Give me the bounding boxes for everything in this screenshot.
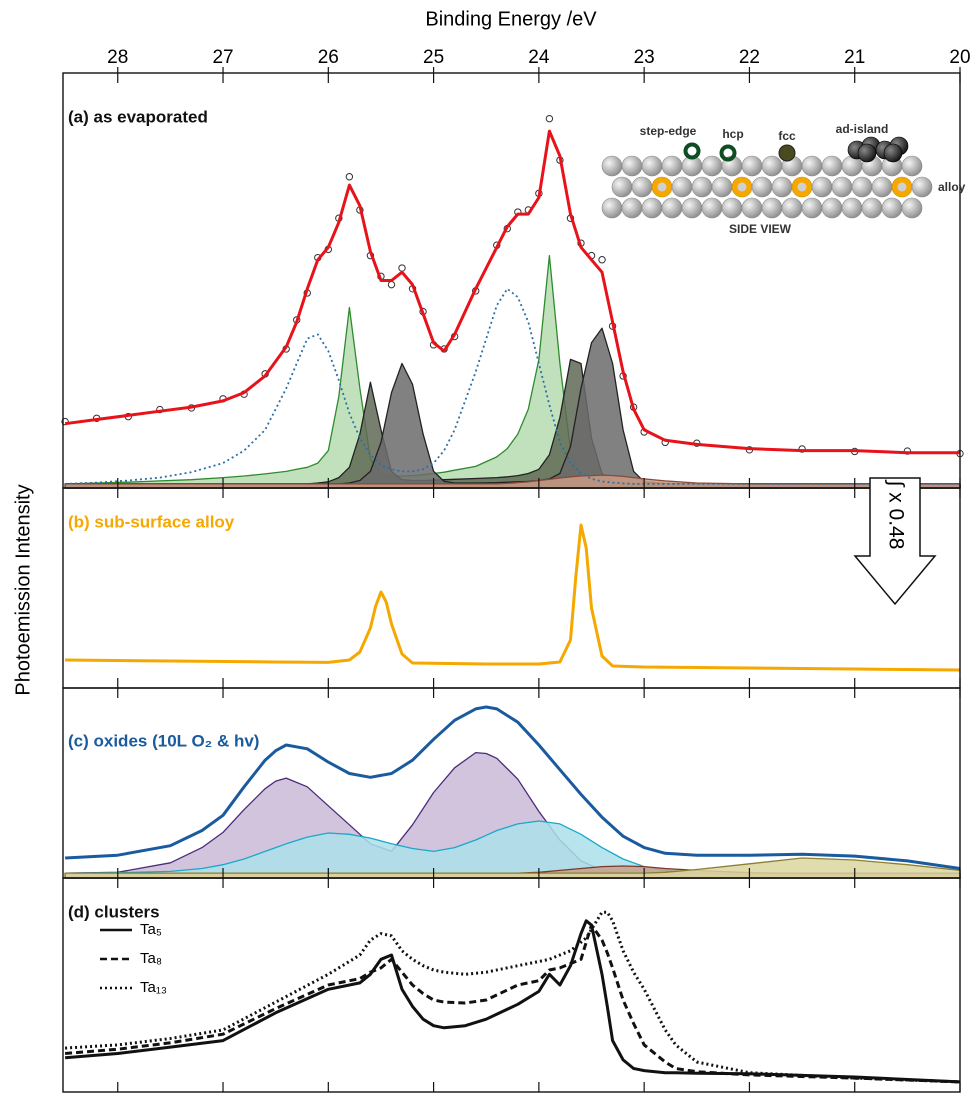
hcp-atom [722, 147, 735, 160]
alloy-atom-core [798, 183, 807, 192]
x-tick-label: 23 [634, 47, 655, 68]
substrate-atom [612, 177, 632, 197]
curve [65, 921, 960, 1082]
substrate-atom [772, 177, 792, 197]
alloy-atom-core [658, 183, 667, 192]
legend-label: Ta₁₃ [140, 979, 167, 996]
y-axis-title: Photoemission Intensity [12, 484, 34, 695]
substrate-atom [852, 177, 872, 197]
x-tick-label: 25 [423, 47, 444, 68]
x-tick-label: 22 [739, 47, 760, 68]
substrate-atom [702, 198, 722, 218]
alloy-atom-core [738, 183, 747, 192]
substrate-atom [692, 177, 712, 197]
legend-label: Ta₈ [140, 950, 162, 967]
fcc-atom [779, 145, 795, 161]
data-point [399, 265, 405, 271]
x-axis-title: Binding Energy /eV [425, 8, 597, 30]
substrate-atom [722, 198, 742, 218]
page: {"chart_data": [ {"type": "line", "xlabe… [0, 0, 974, 1105]
x-tick-label: 21 [844, 47, 865, 68]
scale-arrow: ∫ x 0.48 [855, 478, 935, 604]
x-tick-label: 20 [949, 47, 970, 68]
inset-label: ad-island [836, 122, 889, 136]
substrate-atom [622, 156, 642, 176]
substrate-atom [882, 198, 902, 218]
substrate-atom [812, 177, 832, 197]
substrate-atom [602, 156, 622, 176]
data-point [599, 257, 605, 263]
substrate-atom [902, 156, 922, 176]
substrate-atom [682, 198, 702, 218]
substrate-atom [802, 198, 822, 218]
panel: 28 27 26 25 24 23 22 21 20 (a) as evaporated [62, 47, 971, 488]
substrate-atom [602, 198, 622, 218]
x-tick-label: 24 [528, 47, 550, 68]
data-point [346, 174, 352, 180]
data-point [546, 115, 552, 121]
substrate-atom [642, 156, 662, 176]
substrate-atom [782, 198, 802, 218]
substrate-atom [762, 156, 782, 176]
panel-label: (d) clusters [68, 902, 160, 921]
substrate-atom [742, 156, 762, 176]
legend-label: Ta₅ [140, 921, 162, 938]
ad-island-atom [858, 144, 876, 162]
inset: step-edge hcp fcc ad-island alloy SIDE VIEW [602, 122, 966, 236]
ad-island-atom [884, 144, 902, 162]
inset-label: hcp [722, 127, 743, 141]
panel-label: (c) oxides (10L O₂ & hv) [68, 731, 259, 750]
x-tick-label: 27 [212, 47, 233, 68]
panel-frame [63, 73, 960, 488]
substrate-atom [622, 198, 642, 218]
substrate-atom [702, 156, 722, 176]
substrate-atom [662, 198, 682, 218]
substrate-atom [822, 198, 842, 218]
substrate-atom [712, 177, 732, 197]
x-tick-label: 26 [318, 47, 339, 68]
substrate-atom [822, 156, 842, 176]
curve [65, 912, 960, 1082]
panel: (c) oxides (10L O₂ & hv) [63, 688, 960, 878]
x-tick-label: 28 [107, 47, 128, 68]
substrate-atom [642, 198, 662, 218]
step-edge-atom [686, 145, 699, 158]
curve [65, 925, 960, 1082]
substrate-atom [762, 198, 782, 218]
panel-label: (a) as evaporated [68, 107, 208, 126]
substrate-atom [672, 177, 692, 197]
substrate-atom [832, 177, 852, 197]
figure: Binding Energy /eV Photoemission Intensi… [0, 0, 974, 1105]
substrate-atom [662, 156, 682, 176]
substrate-atom [802, 156, 822, 176]
substrate-atom [912, 177, 932, 197]
inset-label: SIDE VIEW [729, 222, 792, 236]
data-point [388, 281, 394, 287]
substrate-atom [872, 177, 892, 197]
substrate-atom [862, 198, 882, 218]
inset-label: fcc [778, 129, 796, 143]
component-area [65, 256, 960, 488]
panel-label: (b) sub-surface alloy [68, 512, 235, 531]
panel-frame [63, 878, 960, 1092]
substrate-atom [632, 177, 652, 197]
inset-label: alloy [938, 180, 966, 194]
curve [65, 525, 960, 670]
inset-label: step-edge [640, 124, 697, 138]
scale-annotation: ∫ x 0.48 [884, 480, 907, 550]
substrate-atom [902, 198, 922, 218]
substrate-atom [842, 198, 862, 218]
panel: (b) sub-surface alloy [63, 488, 960, 688]
substrate-atom [752, 177, 772, 197]
alloy-atom-core [898, 183, 907, 192]
substrate-atom [742, 198, 762, 218]
